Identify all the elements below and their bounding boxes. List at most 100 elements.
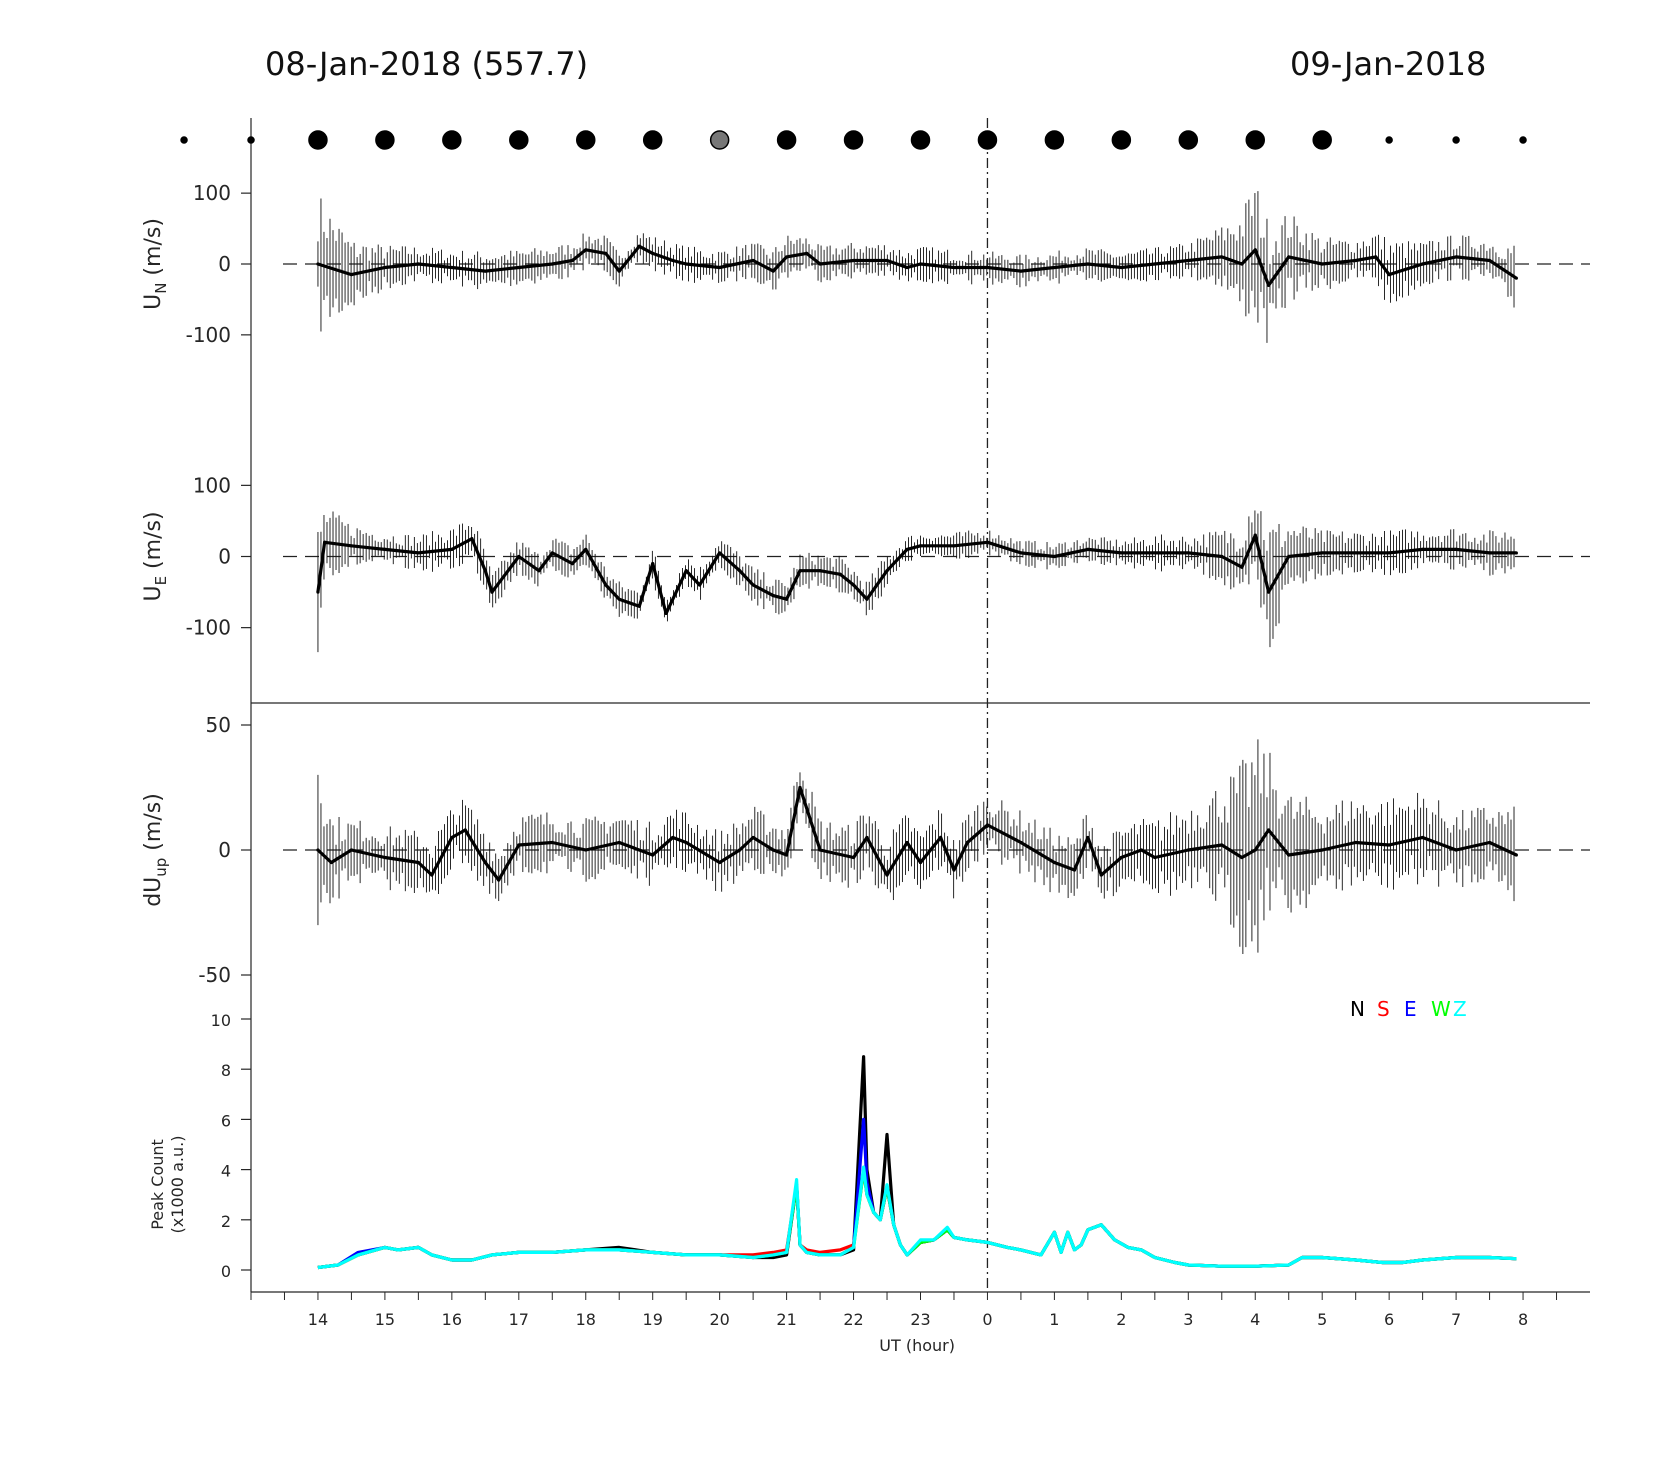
- data-point: [918, 262, 923, 266]
- y-tick-label: -100: [186, 616, 231, 640]
- y-tick-label: 10: [211, 1011, 231, 1030]
- data-point: [1086, 835, 1090, 840]
- y-axis-label: dUup (m/s): [141, 793, 170, 907]
- data-point: [463, 828, 467, 832]
- y-axis-label: UE (m/s): [141, 511, 170, 601]
- data-point: [671, 258, 675, 263]
- data-point: [1220, 255, 1224, 259]
- data-point: [1099, 873, 1103, 877]
- right-date-title: 09-Jan-2018: [1290, 45, 1486, 83]
- data-point: [316, 848, 320, 852]
- cloud-indicator-dot: [442, 130, 462, 150]
- y-axis-label-unit: (x1000 a.u.): [168, 1136, 187, 1234]
- data-point: [1514, 551, 1518, 555]
- data-point: [537, 569, 541, 573]
- y-tick-label: 6: [221, 1111, 231, 1130]
- y-tick-label: 4: [221, 1162, 231, 1181]
- data-point: [450, 265, 454, 270]
- cloud-indicator-dot: [1044, 130, 1065, 150]
- data-point: [1487, 840, 1492, 845]
- cloud-indicator-dot: [180, 136, 188, 144]
- data-point: [517, 554, 521, 559]
- data-point: [570, 562, 574, 566]
- data-point: [1454, 547, 1458, 551]
- data-point: [718, 860, 722, 865]
- data-point: [952, 265, 956, 270]
- data-point: [985, 823, 990, 827]
- data-point: [771, 594, 775, 598]
- data-point: [349, 273, 354, 277]
- data-point: [1374, 255, 1378, 259]
- data-point: [1354, 840, 1358, 845]
- data-point: [805, 251, 809, 255]
- data-point: [751, 258, 755, 263]
- data-point: [1454, 255, 1458, 259]
- data-point: [785, 255, 789, 259]
- data-point: [985, 540, 990, 544]
- data-point: [1320, 262, 1324, 266]
- data-point: [1019, 840, 1023, 845]
- x-tick-label: 1: [1049, 1310, 1059, 1329]
- x-tick-label: 14: [308, 1310, 328, 1329]
- y-tick-label: -100: [186, 323, 231, 347]
- data-point: [818, 262, 822, 266]
- data-point: [323, 540, 327, 544]
- data-point: [1514, 276, 1518, 280]
- series-line-N: [317, 1055, 1517, 1270]
- data-point: [985, 265, 990, 270]
- data-point: [885, 569, 889, 573]
- cloud-indicator-dot: [1385, 136, 1393, 144]
- data-point: [1052, 860, 1056, 865]
- x-tick-label: 22: [843, 1310, 863, 1329]
- data-point: [517, 843, 521, 847]
- x-tick-label: 6: [1384, 1310, 1394, 1329]
- data-point: [1240, 262, 1244, 266]
- y-tick-label: 2: [221, 1212, 231, 1231]
- data-point: [785, 597, 789, 601]
- data-point: [1240, 565, 1244, 569]
- data-point: [851, 258, 856, 263]
- data-point: [383, 547, 387, 551]
- x-axis-label: UT (hour): [879, 1336, 955, 1355]
- data-point: [651, 853, 655, 857]
- x-tick-label: 15: [375, 1310, 395, 1329]
- x-tick-label: 18: [576, 1310, 596, 1329]
- data-point: [1253, 533, 1257, 537]
- data-point: [1320, 848, 1324, 852]
- x-tick-label: 4: [1250, 1310, 1260, 1329]
- data-point: [798, 785, 802, 790]
- data-point: [738, 569, 742, 573]
- data-point: [570, 258, 574, 263]
- data-point: [637, 604, 641, 608]
- y-tick-label: 0: [218, 545, 231, 569]
- data-point: [1287, 554, 1291, 559]
- data-point: [550, 551, 554, 555]
- data-point: [1487, 551, 1492, 555]
- data-point: [430, 873, 434, 877]
- data-layer: [180, 130, 1527, 1270]
- cloud-indicator-dot: [1452, 136, 1460, 144]
- data-point: [671, 835, 675, 840]
- cloud-indicator-dot: [509, 130, 529, 150]
- data-point: [1267, 590, 1271, 594]
- data-point: [885, 873, 889, 877]
- data-point: [584, 848, 588, 852]
- data-point: [329, 860, 333, 865]
- cloud-indicator-dot: [375, 130, 395, 150]
- y-tick-label: 0: [221, 1262, 231, 1281]
- data-point: [952, 544, 956, 548]
- cloud-indicator-dot: [1178, 130, 1199, 150]
- x-tick-label: 16: [442, 1310, 462, 1329]
- cloud-indicator-dot: [843, 130, 864, 150]
- data-point: [316, 590, 320, 594]
- data-point: [851, 855, 856, 860]
- data-point: [1487, 258, 1492, 263]
- y-tick-label: 50: [206, 713, 231, 737]
- y-tick-label: 8: [221, 1061, 231, 1080]
- data-point: [697, 583, 702, 587]
- data-point: [751, 583, 755, 587]
- data-point: [818, 569, 822, 573]
- data-point: [905, 265, 909, 270]
- cloud-indicator-dot: [1245, 130, 1265, 150]
- x-tick-label: 19: [643, 1310, 663, 1329]
